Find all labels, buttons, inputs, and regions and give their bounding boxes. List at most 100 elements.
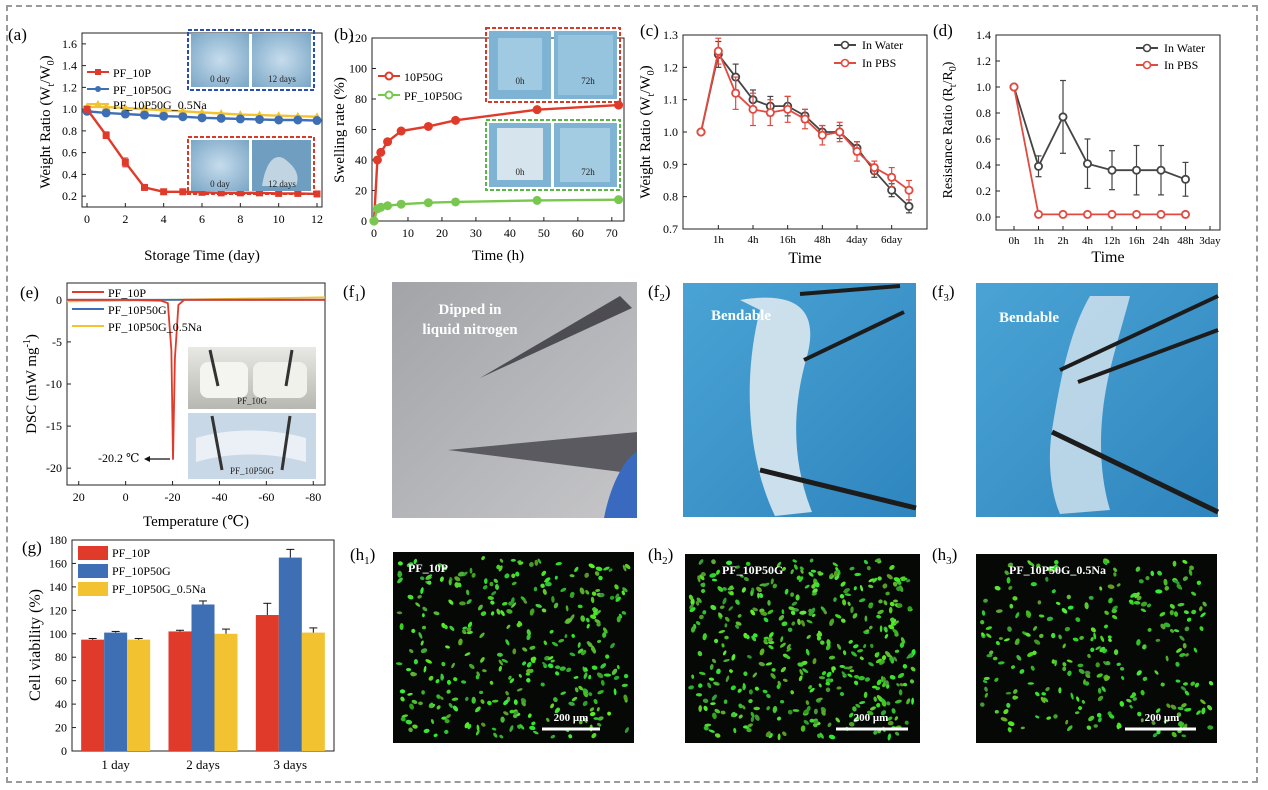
cell-dot: [984, 692, 988, 698]
cell-dot: [1027, 652, 1034, 657]
cell-dot: [981, 610, 986, 616]
cell-dot: [509, 709, 515, 714]
cell-dot: [1039, 633, 1044, 639]
legend-item-a-0: PF_10P: [113, 66, 151, 80]
cell-dot: [833, 597, 837, 602]
x-tick-label-b: 70: [606, 226, 618, 240]
cell-dot: [787, 709, 793, 715]
cell-dot: [713, 638, 719, 644]
cell-dot: [1058, 687, 1062, 694]
cell-dot: [540, 583, 545, 589]
y-tick-label-b: 40: [355, 153, 367, 167]
cell-dot: [600, 663, 607, 669]
cell-dot: [622, 587, 628, 593]
cell-dot: [591, 732, 597, 739]
cell-dot: [1033, 639, 1041, 645]
cell-dot: [995, 609, 1003, 613]
cell-dot: [1126, 698, 1132, 703]
cell-dot: [446, 689, 451, 694]
cell-dot: [516, 688, 523, 692]
cell-dot: [980, 702, 985, 707]
cell-dot: [550, 734, 556, 739]
cell-dot: [696, 597, 702, 603]
cell-dot: [476, 671, 481, 677]
cell-dot: [596, 707, 600, 712]
cell-dot: [430, 718, 435, 725]
cell-dot: [459, 601, 466, 606]
cell-dot: [768, 644, 774, 650]
y-tick-label-a: 1.0: [62, 102, 77, 116]
cell-dot: [1182, 643, 1187, 649]
cell-dot: [500, 716, 505, 723]
cell-dot: [418, 632, 423, 639]
cell-dot: [1108, 638, 1112, 642]
cell-dot: [510, 597, 515, 604]
cell-dot: [1163, 578, 1168, 586]
x-tick-label-c: 4day: [846, 234, 868, 246]
y-tick-label-g: 120: [49, 603, 67, 617]
cell-dot: [982, 680, 988, 684]
cell-dot: [420, 640, 424, 646]
cell-dot: [998, 637, 1003, 640]
photo-inset-a-top: 0 day 12 days: [187, 29, 315, 91]
cell-dot: [759, 592, 764, 599]
cell-dot: [609, 595, 615, 600]
x-tick-label-d: 3day: [1199, 235, 1221, 247]
cell-dot: [1116, 583, 1121, 587]
cell-dot: [909, 679, 915, 684]
cell-dot: [1199, 626, 1204, 631]
cell-dot: [780, 636, 784, 643]
cell-dot: [763, 617, 769, 623]
cell-dot: [1193, 647, 1198, 653]
cell-dot: [577, 642, 581, 648]
cell-dot: [772, 583, 778, 589]
axes-frame-e: [66, 282, 326, 486]
legend-swatch-g-2: [78, 582, 108, 596]
cell-dot: [766, 693, 771, 699]
cell-dot: [596, 672, 604, 679]
cell-dot: [981, 632, 985, 637]
x-tick-label-g: 2 days: [186, 757, 220, 772]
cell-dot: [1169, 628, 1175, 633]
cell-dot: [735, 624, 739, 629]
cell-dot: [464, 652, 471, 656]
cell-dot: [1140, 608, 1147, 613]
figure-border: [6, 5, 1258, 783]
cell-dot: [1012, 695, 1019, 700]
cell-dot: [454, 582, 460, 588]
photo-caption-b-top-right: 72h: [581, 76, 595, 86]
cell-dot: [596, 610, 601, 614]
cell-dot: [594, 571, 600, 576]
cell-dot: [579, 587, 585, 595]
legend-d: In Water In PBS: [1136, 41, 1205, 72]
cell-dot: [810, 607, 816, 615]
cell-dot: [527, 713, 532, 718]
cell-dot: [522, 647, 528, 652]
x-tick-label-d: 12h: [1104, 235, 1121, 247]
cell-dot: [746, 654, 752, 659]
panel-label-f2: (f2): [648, 282, 671, 304]
photo-caption-h2: PF_10P50G: [722, 563, 783, 577]
cell-dot: [722, 650, 727, 656]
cell-dot: [868, 578, 875, 583]
cell-dot: [809, 718, 815, 723]
cell-dot: [799, 610, 807, 615]
cell-dot: [780, 699, 785, 704]
cell-dot: [1155, 708, 1161, 713]
glove-icon: [604, 452, 637, 518]
cell-dot: [790, 569, 794, 575]
legend-a: PF_10P PF_10P50G PF_10P50G_0.5Na: [87, 66, 207, 112]
y-tick-label-a: 1.2: [62, 80, 77, 94]
cell-dot: [597, 690, 604, 695]
data-point-b-PF_10P50G: [369, 216, 379, 226]
x-tick-label-c: 48h: [814, 234, 831, 246]
cell-dot: [702, 633, 707, 641]
cell-dot: [494, 584, 500, 590]
cell-dot: [994, 709, 999, 714]
cell-dot: [525, 672, 531, 676]
annotation-e: -20.2 ℃: [98, 451, 170, 465]
cell-dot: [889, 656, 893, 662]
cell-dot: [1111, 614, 1118, 620]
cell-dot: [407, 594, 414, 600]
tweezer-icon-f2b: [803, 310, 905, 362]
